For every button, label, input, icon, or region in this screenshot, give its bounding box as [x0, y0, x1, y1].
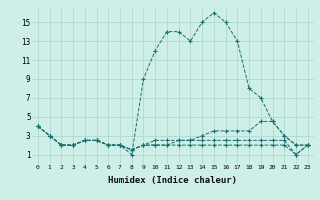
X-axis label: Humidex (Indice chaleur): Humidex (Indice chaleur): [108, 176, 237, 185]
